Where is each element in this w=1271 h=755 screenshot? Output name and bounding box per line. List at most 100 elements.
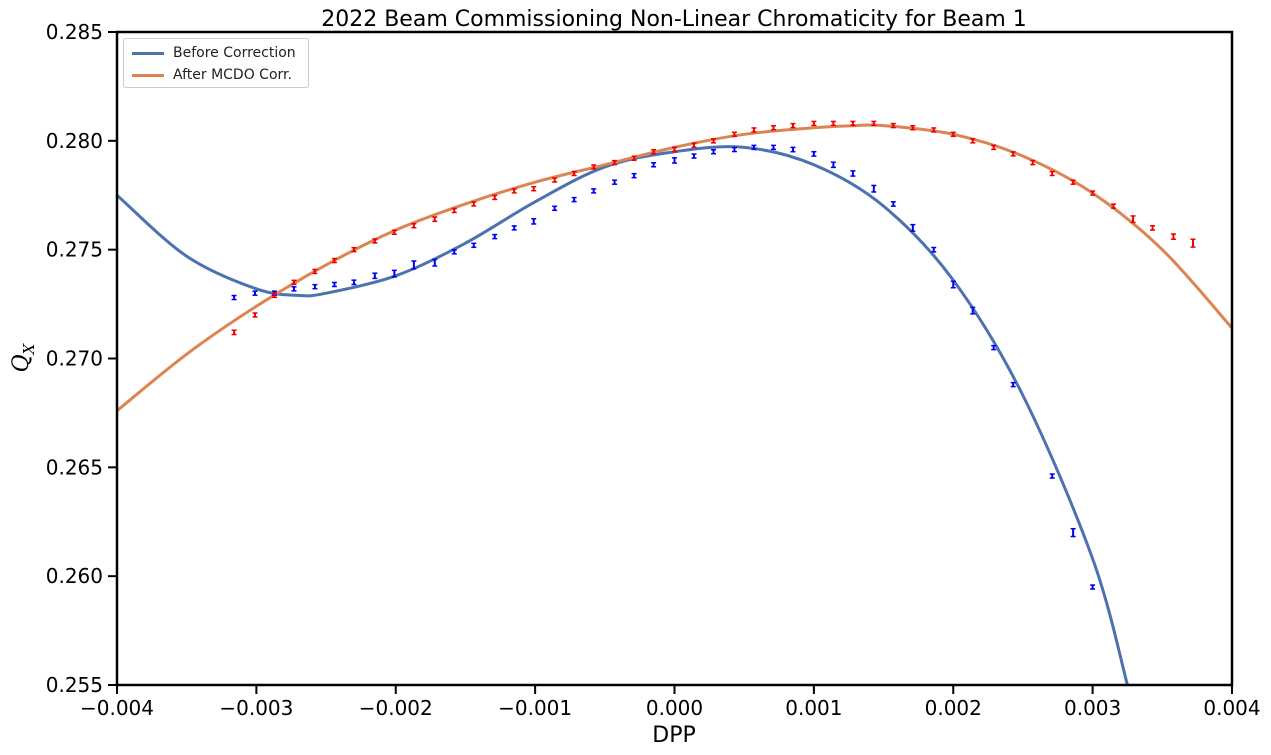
errorbar-point <box>1090 584 1096 590</box>
plot-frame <box>115 30 1234 687</box>
legend-swatch-before <box>132 51 164 55</box>
errorbar-point <box>531 218 537 225</box>
errorbar-point <box>711 138 717 144</box>
errorbar-point <box>950 131 956 138</box>
errorbar-point <box>672 157 677 164</box>
errorbar-point <box>1010 151 1016 157</box>
errorbar-point <box>531 185 537 192</box>
errorbar-point <box>672 146 677 153</box>
y-axis-label-subscript: X <box>20 342 38 355</box>
errorbar-point <box>312 283 318 290</box>
errorbar-point <box>511 225 517 231</box>
errorbar-point <box>691 153 697 159</box>
errorbar-point <box>1111 203 1117 209</box>
errorbar-point <box>612 179 618 185</box>
errorbar-point <box>631 172 637 179</box>
y-axis-label: QX <box>9 342 38 372</box>
errorbar-point <box>1010 381 1016 388</box>
series-line-1 <box>117 123 1232 413</box>
errorbar-point <box>770 125 776 131</box>
errorbar-point <box>770 144 776 151</box>
y-tick-label: 0.275 <box>46 238 103 262</box>
errorbar-point <box>411 222 417 229</box>
errorbar-point <box>651 148 657 155</box>
series-curves <box>117 123 1232 685</box>
errorbar-point <box>910 125 916 131</box>
errorbar-point <box>691 142 697 148</box>
x-tick-label: 0.001 <box>785 696 842 720</box>
errorbar-point <box>312 268 318 275</box>
errorbar-point <box>631 155 637 161</box>
errorbar-point <box>552 177 558 183</box>
measurement-errorbars <box>231 120 1196 590</box>
errorbar-point <box>850 170 856 177</box>
errorbar-point <box>751 127 757 133</box>
errorbar-point <box>811 120 817 127</box>
y-tick-label: 0.270 <box>46 347 103 371</box>
errorbar-point <box>1030 159 1036 166</box>
x-tick-label: 0.004 <box>1203 696 1260 720</box>
errorbar-point <box>890 122 896 129</box>
errorbar-point <box>252 312 258 318</box>
y-axis-label-main: Q <box>9 354 34 372</box>
errorbar-point <box>711 148 717 155</box>
errorbar-point <box>790 122 796 129</box>
errorbar-point <box>1170 233 1176 240</box>
errorbar-point <box>890 201 896 207</box>
errorbar-point <box>931 246 937 253</box>
x-tick-label: 0.000 <box>646 696 703 720</box>
errorbar-point <box>552 205 558 212</box>
errorbar-point <box>651 162 657 168</box>
errorbar-point <box>471 242 477 249</box>
errorbar-point <box>970 138 976 144</box>
errorbar-point <box>1049 170 1055 177</box>
x-tick-label: 0.003 <box>1064 696 1121 720</box>
y-axis: 0.255 0.260 0.265 0.270 0.275 0.280 0.285 <box>46 20 117 697</box>
errorbar-point <box>1049 473 1055 479</box>
errorbar-point <box>871 184 877 193</box>
y-tick-label: 0.255 <box>46 673 103 697</box>
legend-label-before: Before Correction <box>173 45 296 61</box>
errorbar-point <box>372 238 378 244</box>
errorbar-point <box>372 272 378 280</box>
x-tick-label: −0.002 <box>359 696 433 720</box>
errorbar-point <box>492 233 498 240</box>
y-tick-label: 0.260 <box>46 564 103 588</box>
errorbar-point <box>231 329 237 336</box>
errorbar-point <box>451 249 457 255</box>
errorbar-point <box>271 292 277 299</box>
errorbar-point <box>950 280 956 289</box>
errorbar-point <box>991 144 997 151</box>
x-tick-label: −0.004 <box>80 696 154 720</box>
chart-title: 2022 Beam Commissioning Non-Linear Chrom… <box>321 7 1027 32</box>
errorbar-point <box>850 120 856 127</box>
errorbar-point <box>830 120 836 127</box>
errorbar-point <box>331 257 337 264</box>
errorbar-point <box>492 194 498 201</box>
legend-item-before: Before Correction <box>132 43 296 63</box>
errorbar-point <box>910 223 916 232</box>
errorbar-point <box>291 279 297 286</box>
errorbar-point <box>1130 215 1136 224</box>
errorbar-point <box>511 188 517 194</box>
errorbar-point <box>871 120 877 127</box>
errorbar-point <box>351 246 357 253</box>
errorbar-point <box>432 216 438 223</box>
errorbar-point <box>970 306 976 315</box>
x-tick-label: 0.002 <box>925 696 982 720</box>
errorbar-point <box>471 201 477 207</box>
errorbar-point <box>830 161 836 169</box>
errorbar-point <box>252 290 258 296</box>
errorbar-point <box>1090 190 1096 196</box>
errorbar-point <box>612 159 618 166</box>
y-tick-label: 0.285 <box>46 20 103 44</box>
legend-item-after: After MCDO Corr. <box>132 65 292 85</box>
y-tick-label: 0.265 <box>46 455 103 479</box>
errorbar-point <box>451 207 457 214</box>
x-axis-label: DPP <box>652 723 695 748</box>
errorbar-point <box>391 229 397 236</box>
errorbar-point <box>991 344 997 351</box>
errorbar-point <box>731 131 737 138</box>
errorbar-point <box>731 146 737 153</box>
